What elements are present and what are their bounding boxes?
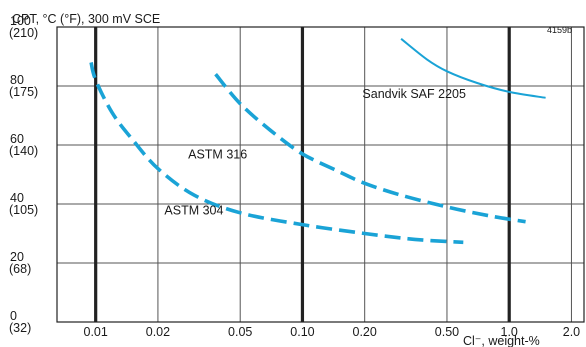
chart-labels: CPT, °C (°F), 300 mV SCE 4159b Cl⁻, weig…	[9, 12, 580, 347]
chart-title: CPT, °C (°F), 300 mV SCE	[12, 12, 160, 26]
x-tick-label: 1.0	[501, 325, 518, 339]
x-tick-label: 0.02	[146, 325, 170, 339]
x-tick-label: 0.50	[435, 325, 459, 339]
x-tick-label: 0.01	[84, 325, 108, 339]
x-tick-label: 0.20	[353, 325, 377, 339]
y-tick-label-c: 80	[10, 73, 24, 87]
x-tick-label: 0.10	[290, 325, 314, 339]
chart-series	[89, 38, 546, 245]
curve-label-astm-316: ASTM 316	[188, 147, 247, 161]
curve-label-astm-304: ASTM 304	[164, 203, 223, 217]
figure-id: 4159b	[547, 25, 572, 35]
y-tick-label-c: 100	[10, 14, 31, 28]
x-tick-label: 2.0	[563, 325, 580, 339]
y-tick-label-f: (32)	[9, 321, 31, 335]
y-tick-label-f: (175)	[9, 85, 38, 99]
y-tick-label-f: (105)	[9, 203, 38, 217]
y-tick-label-c: 20	[10, 250, 24, 264]
chart-grid	[56, 26, 585, 323]
x-axis-label: Cl⁻, weight-%	[463, 334, 540, 347]
series-line-astm-304	[89, 61, 464, 245]
y-tick-label-c: 0	[10, 309, 17, 323]
y-tick-label-f: (68)	[9, 262, 31, 276]
y-tick-label-f: (210)	[9, 26, 38, 40]
series-line-astm-316	[214, 73, 526, 224]
plot-frame	[56, 26, 585, 323]
curve-label-sandvik-saf-2205: Sandvik SAF 2205	[362, 87, 466, 101]
y-tick-label-c: 40	[10, 191, 24, 205]
x-tick-label: 0.05	[228, 325, 252, 339]
series-line-sandvik-saf-2205	[400, 38, 546, 99]
y-tick-label-f: (140)	[9, 144, 38, 158]
y-tick-label-c: 60	[10, 132, 24, 146]
